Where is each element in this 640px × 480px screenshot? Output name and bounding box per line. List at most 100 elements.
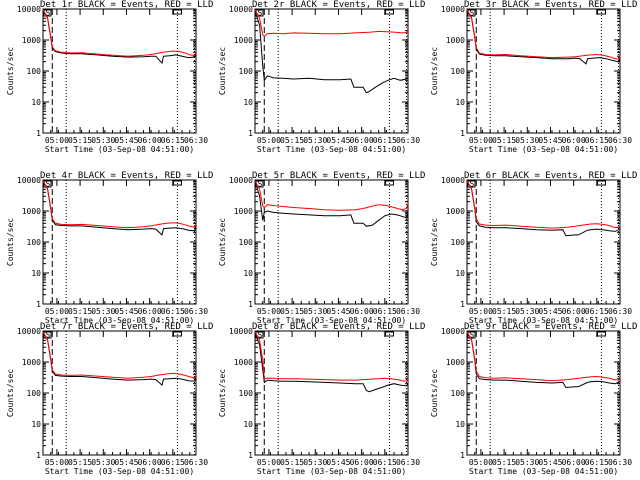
flag-box	[43, 9, 52, 17]
y-tick-label: 1000	[446, 207, 465, 216]
y-tick-label: 100	[27, 238, 42, 247]
x-tick-label: 05:15	[68, 136, 92, 145]
panel-title: Det 8r BLACK = Events, RED = LLD	[252, 322, 425, 332]
panel-2: Det 2r BLACK = Events, RED = LLD 1 10 100 10…	[218, 0, 425, 154]
x-tick-label: 05:00	[45, 136, 69, 145]
x-tick-label: 05:30	[91, 136, 115, 145]
x-tick-label: 06:15	[585, 458, 609, 467]
panel-8: Det 8r BLACK = Events, RED = LLD 1 10 100 10…	[218, 322, 425, 476]
flag-label: S	[258, 9, 263, 18]
x-tick-label: 06:30	[184, 136, 208, 145]
flag-label: S	[258, 331, 263, 340]
x-tick-label: 06:30	[184, 458, 208, 467]
flag-box-end	[596, 9, 606, 15]
y-tick-label: 10000	[17, 327, 41, 336]
x-tick-label: 05:00	[257, 136, 281, 145]
y-tick-label: 10	[243, 420, 253, 429]
y-tick-label: 1	[460, 300, 465, 309]
y-tick-label: 10000	[229, 327, 253, 336]
x-axis-label: Start Time (03-Sep-08 04:51:00)	[469, 467, 618, 476]
x-tick-label: 06:15	[585, 136, 609, 145]
series-line-events	[42, 9, 197, 65]
panel-4: Det 4r BLACK = Events, RED = LLD 1 10 100 10…	[6, 171, 213, 325]
x-tick-label: 06:30	[608, 136, 632, 145]
flag-marker: S	[43, 180, 52, 189]
y-axis-label: Counts/sec	[6, 369, 15, 417]
y-tick-label: 1	[248, 300, 253, 309]
y-axis-label: Counts/sec	[430, 218, 439, 266]
flag-box	[467, 331, 476, 339]
x-tick-label: 06:15	[161, 136, 185, 145]
panel-3: Det 3r BLACK = Events, RED = LLD 1 10 100 10…	[430, 0, 637, 154]
y-tick-label: 10000	[229, 176, 253, 185]
x-tick-label: 06:00	[562, 136, 586, 145]
x-tick-label: 05:30	[91, 307, 115, 316]
x-tick-label: 06:00	[562, 458, 586, 467]
x-tick-label: 06:15	[373, 307, 397, 316]
flag-marker: S	[43, 9, 52, 18]
y-tick-label: 1	[36, 129, 41, 138]
y-tick-label: 10000	[441, 176, 465, 185]
x-tick-label: 06:00	[138, 307, 162, 316]
x-tick-label: 06:30	[396, 307, 420, 316]
x-tick-label: 05:15	[68, 458, 92, 467]
series-line-lld	[42, 180, 197, 229]
series-line-lld	[254, 9, 409, 38]
x-tick-label: 05:30	[303, 307, 327, 316]
panel-7: Det 7r BLACK = Events, RED = LLD 1 10 100 10…	[6, 322, 213, 476]
x-tick-label: 05:00	[469, 307, 493, 316]
y-tick-label: 1	[460, 451, 465, 460]
flag-marker: S	[467, 9, 476, 18]
y-tick-label: 10000	[17, 5, 41, 14]
flag-box-end	[596, 331, 606, 337]
panel-6: Det 6r BLACK = Events, RED = LLD 1 10 100 10…	[430, 171, 637, 325]
x-tick-label: 05:45	[326, 307, 350, 316]
y-tick-label: 100	[451, 238, 466, 247]
flag-box-end	[172, 331, 182, 337]
flag-label: S	[46, 9, 51, 18]
x-tick-label: 05:45	[326, 136, 350, 145]
x-tick-label: 05:00	[257, 307, 281, 316]
x-axis-label: Start Time (03-Sep-08 04:51:00)	[469, 316, 618, 325]
y-tick-label: 1	[36, 451, 41, 460]
y-tick-label: 10	[243, 98, 253, 107]
series-line-events	[466, 180, 621, 237]
series-line-events	[466, 9, 621, 65]
y-tick-label: 100	[27, 389, 42, 398]
x-axis-label: Start Time (03-Sep-08 04:51:00)	[45, 145, 194, 154]
series-line-events	[42, 331, 197, 387]
flag-label: S	[470, 331, 475, 340]
x-tick-label: 06:30	[396, 136, 420, 145]
x-tick-label: 06:00	[562, 307, 586, 316]
panel-title: Det 3r BLACK = Events, RED = LLD	[464, 0, 637, 10]
y-tick-label: 1000	[22, 207, 41, 216]
x-tick-label: 05:15	[280, 136, 304, 145]
x-tick-label: 05:30	[515, 307, 539, 316]
x-tick-label: 05:15	[280, 307, 304, 316]
panel-title: Det 6r BLACK = Events, RED = LLD	[464, 171, 637, 181]
y-tick-label: 1	[36, 300, 41, 309]
y-tick-label: 1000	[446, 358, 465, 367]
y-tick-label: 1	[248, 451, 253, 460]
x-tick-label: 05:30	[515, 136, 539, 145]
y-tick-label: 100	[27, 67, 42, 76]
y-axis-label: Counts/sec	[430, 369, 439, 417]
y-tick-label: 10	[31, 420, 41, 429]
flag-label: S	[46, 180, 51, 189]
flag-box	[43, 180, 52, 188]
x-tick-label: 06:15	[161, 458, 185, 467]
flag-box-end	[384, 331, 394, 337]
flag-box-end	[384, 9, 394, 15]
y-tick-label: 1	[248, 129, 253, 138]
y-tick-label: 10	[31, 269, 41, 278]
flag-box-end	[172, 9, 182, 15]
flag-label: S	[258, 180, 263, 189]
x-tick-label: 05:45	[114, 136, 138, 145]
panel-9: Det 9r BLACK = Events, RED = LLD 1 10 100 10…	[430, 322, 637, 476]
panel-title: Det 1r BLACK = Events, RED = LLD	[40, 0, 213, 10]
x-tick-label: 06:15	[373, 458, 397, 467]
y-tick-label: 10000	[17, 176, 41, 185]
x-tick-label: 05:30	[515, 458, 539, 467]
x-tick-label: 05:00	[45, 458, 69, 467]
series-line-events	[254, 10, 409, 94]
